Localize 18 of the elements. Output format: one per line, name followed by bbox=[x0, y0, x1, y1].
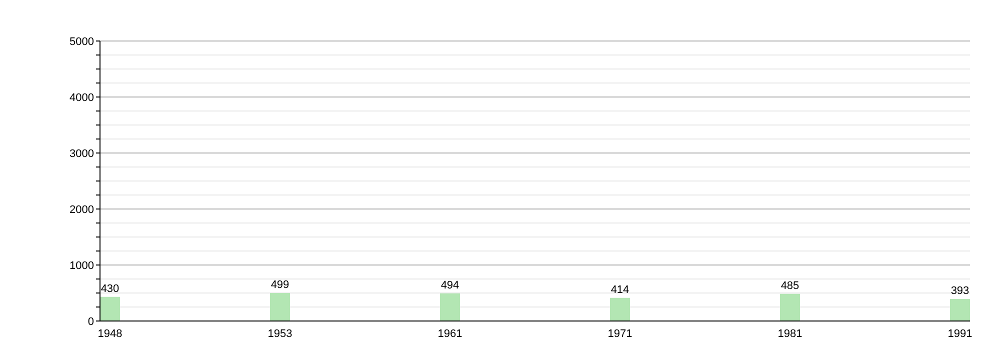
y-tick-label: 5000 bbox=[70, 36, 94, 48]
x-tick-label: 1981 bbox=[778, 328, 802, 340]
data-label: 485 bbox=[780, 280, 800, 292]
data-label: 393 bbox=[950, 284, 970, 297]
data-label: 414 bbox=[610, 284, 630, 296]
y-tick-label: 2000 bbox=[70, 204, 94, 216]
data-label: 494 bbox=[440, 279, 460, 292]
x-tick-label: 1991 bbox=[948, 328, 972, 340]
x-tick-label: 1961 bbox=[438, 328, 462, 340]
x-tick-label: 1948 bbox=[98, 328, 122, 340]
x-tick-label: 1971 bbox=[608, 328, 632, 340]
data-label: 430 bbox=[100, 282, 120, 295]
y-tick-label: 3000 bbox=[70, 148, 94, 160]
data-label: 499 bbox=[270, 279, 290, 292]
y-tick-label: 0 bbox=[88, 316, 94, 328]
x-tick-label: 1953 bbox=[268, 328, 292, 340]
y-tick-label: 4000 bbox=[70, 92, 94, 104]
y-tick-label: 1000 bbox=[70, 260, 94, 272]
